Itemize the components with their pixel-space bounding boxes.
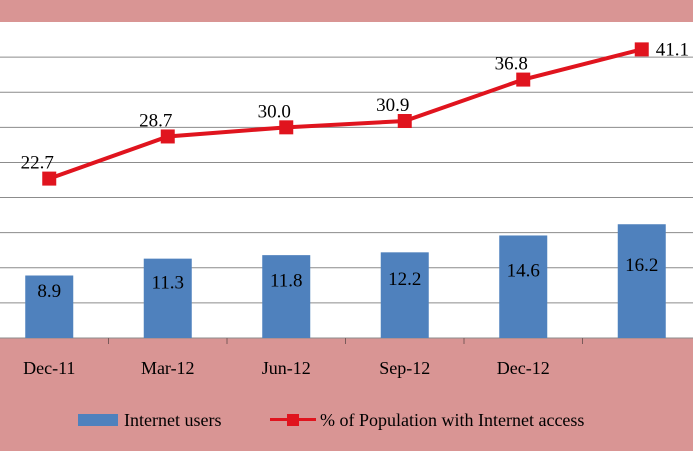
legend: Internet users % of Population with Inte… — [0, 405, 693, 435]
x-tick-label: Mar-12 — [141, 358, 195, 378]
bar-value-label: 14.6 — [507, 261, 540, 282]
line-series — [42, 42, 649, 186]
x-tick-label: Dec-12 — [497, 358, 550, 378]
line-value-label: 36.8 — [495, 54, 528, 75]
plot-area — [0, 22, 693, 338]
legend-label-bars: Internet users — [124, 409, 222, 430]
bar-value-label: 8.9 — [37, 281, 61, 302]
line-marker — [42, 171, 57, 186]
bar — [262, 255, 311, 338]
bar — [25, 275, 74, 338]
line-marker — [634, 42, 649, 57]
line-value-label: 22.7 — [21, 153, 54, 174]
bar-value-label: 11.3 — [151, 272, 184, 293]
legend-item-bars: Internet users — [78, 405, 221, 435]
gridlines — [0, 56, 693, 344]
series-line — [48, 47, 643, 181]
line-marker — [160, 129, 175, 144]
line-value-label: 30.9 — [376, 95, 409, 116]
bar — [499, 235, 548, 338]
bar-value-label: 16.2 — [625, 255, 658, 276]
line-value-label: 41.1 — [656, 39, 689, 60]
x-axis-tick-labels: Dec-11 Mar-12 Jun-12 Sep-12 Dec-12 — [23, 358, 550, 378]
x-tick-label: Jun-12 — [262, 358, 311, 378]
bar-series — [25, 224, 666, 338]
x-tick-label: Sep-12 — [379, 358, 430, 378]
bar-value-label: 11.8 — [270, 271, 303, 292]
bar — [380, 252, 429, 338]
line-value-label: 30.0 — [258, 101, 291, 122]
legend-label-line: % of Population with Internet access — [320, 409, 585, 430]
line-data-labels: 22.7 28.7 30.0 30.9 36.8 41.1 — [21, 39, 689, 173]
legend-item-line: % of Population with Internet access — [270, 405, 584, 435]
line-marker — [397, 114, 412, 129]
legend-bar-swatch — [78, 414, 118, 426]
line-marker — [279, 120, 294, 135]
line-marker — [516, 72, 531, 87]
x-tick-label: Dec-11 — [23, 358, 75, 378]
bar-value-label: 12.2 — [388, 269, 421, 290]
bar-data-labels: 8.9 11.3 11.8 12.2 14.6 16.2 — [37, 255, 658, 302]
bar — [617, 224, 666, 338]
top-band — [0, 0, 693, 22]
legend-line-swatch — [270, 414, 316, 426]
bar — [143, 258, 192, 338]
line-value-label: 28.7 — [139, 110, 172, 131]
